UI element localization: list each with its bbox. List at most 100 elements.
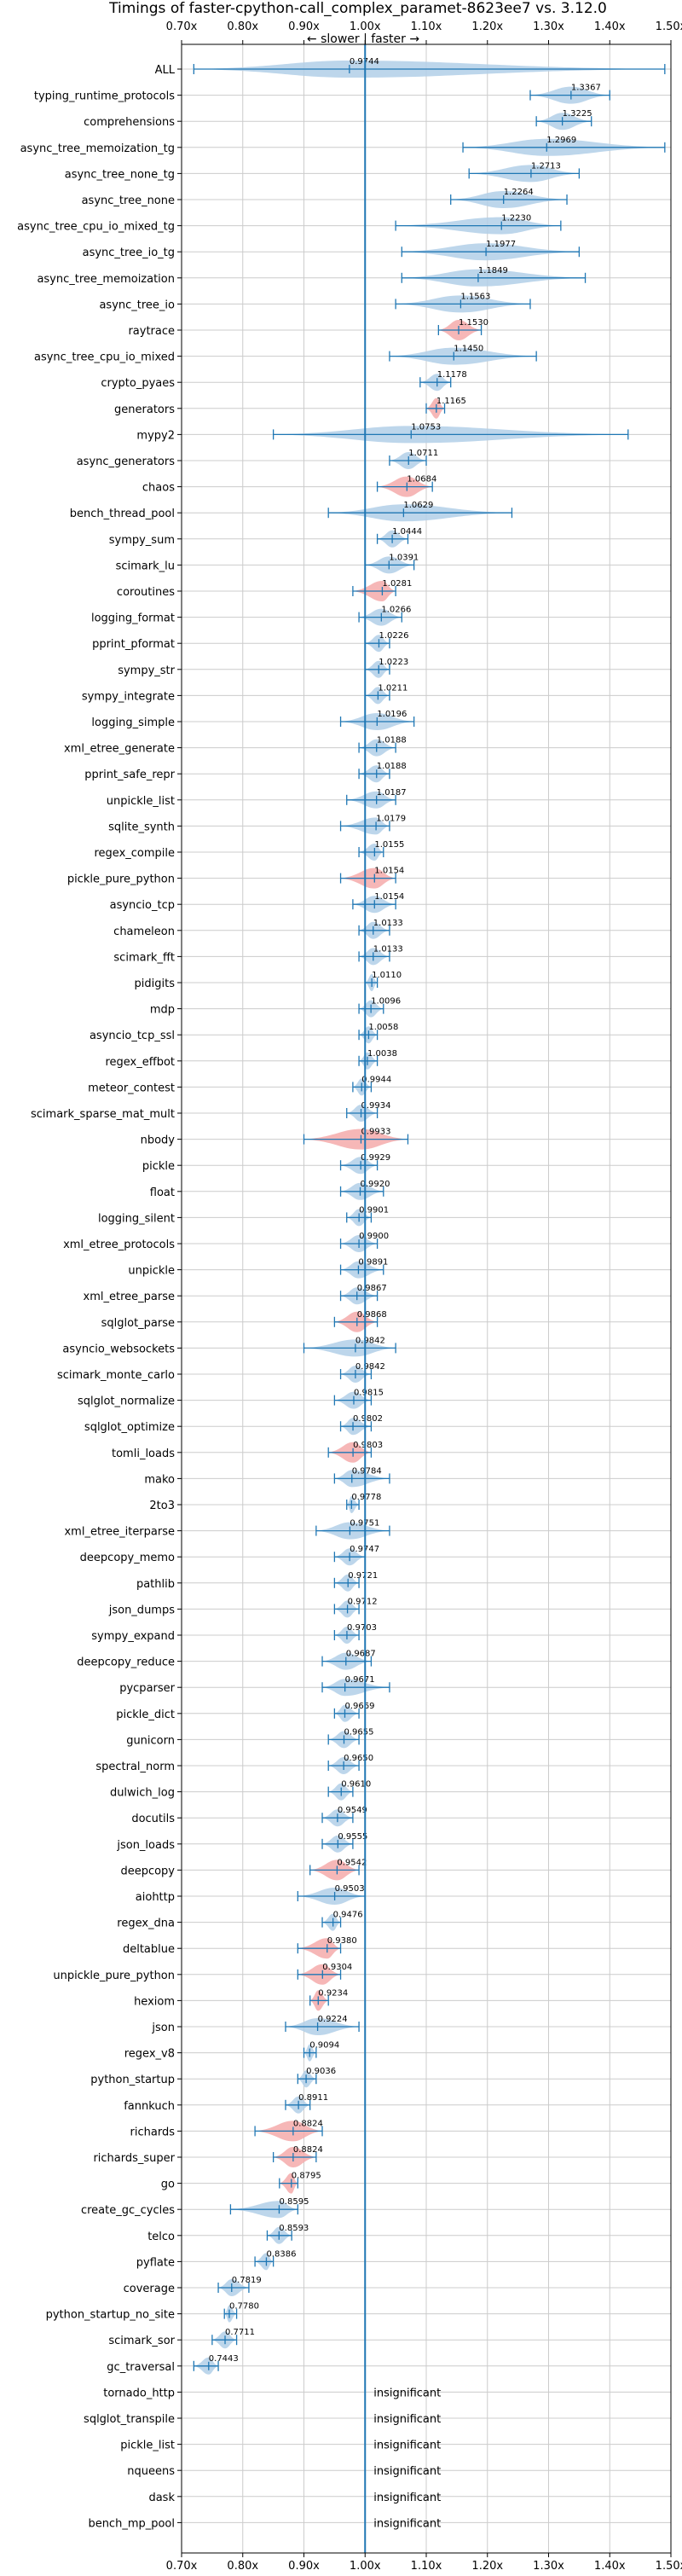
benchmark-label: pycparser: [119, 1682, 175, 1695]
value-label: 1.2969: [546, 136, 576, 145]
value-label: 0.9703: [347, 1623, 377, 1633]
value-label: 0.9784: [352, 1466, 382, 1476]
value-label: 0.9933: [361, 1128, 390, 1137]
value-label: 1.0179: [376, 814, 406, 823]
benchmark-label: raytrace: [128, 325, 175, 338]
benchmark-label: aiohttp: [136, 1891, 175, 1904]
value-label: 0.9712: [348, 1597, 378, 1606]
benchmark-label: xml_etree_parse: [84, 1291, 175, 1303]
value-label: 0.9610: [341, 1780, 371, 1790]
benchmark-label: dulwich_log: [110, 1787, 175, 1800]
x-tick-label-bottom: 1.00x: [350, 2560, 381, 2573]
x-tick-label-bottom: 1.40x: [594, 2560, 626, 2573]
value-label: 0.9842: [355, 1336, 385, 1345]
value-label: 1.0155: [374, 840, 404, 850]
benchmark-label: ALL: [155, 64, 176, 77]
benchmark-label: hexiom: [134, 1995, 175, 2008]
x-tick-label-top: 1.50x: [656, 20, 682, 33]
benchmark-label: pidigits: [135, 978, 176, 990]
x-tick-label-top: 1.00x: [350, 20, 381, 33]
value-label: 0.8824: [293, 2145, 323, 2155]
benchmark-label: asyncio_tcp_ssl: [90, 1030, 175, 1042]
x-tick-label-bottom: 1.30x: [533, 2560, 564, 2573]
value-label: 0.8911: [298, 2093, 328, 2103]
benchmark-label: python_startup_no_site: [46, 2309, 175, 2322]
value-label: 0.8595: [279, 2197, 309, 2207]
value-label: 0.9036: [306, 2067, 336, 2076]
benchmark-label: xml_etree_iterparse: [64, 1526, 175, 1539]
x-tick-label-bottom: 0.90x: [288, 2560, 320, 2573]
x-axis-ticks: 0.70x 0.70x 0.80x 0.80x 0.90x 0.90x 1.00x 1.00x…: [166, 20, 682, 2573]
value-label: 1.0188: [377, 762, 407, 771]
benchmark-label: asyncio_tcp: [110, 899, 175, 912]
x-tick-label-top: 0.90x: [288, 20, 320, 33]
value-label: 0.9900: [359, 1232, 389, 1241]
value-label: 0.9778: [351, 1493, 381, 1502]
benchmark-label: pprint_safe_repr: [84, 769, 175, 781]
value-label: 0.9815: [354, 1389, 384, 1398]
benchmark-label: unpickle_pure_python: [53, 1970, 175, 1982]
benchmark-label: xml_etree_generate: [64, 743, 175, 756]
value-label: 0.7819: [232, 2276, 262, 2285]
benchmark-label: regex_compile: [94, 847, 175, 860]
benchmark-label: scimark_monte_carlo: [57, 1369, 175, 1382]
value-label: 0.9802: [353, 1414, 383, 1424]
value-label: 0.8593: [279, 2224, 309, 2233]
value-label: 1.0711: [408, 449, 438, 458]
value-label: 0.9304: [322, 1963, 352, 1972]
value-label: 0.9503: [335, 1884, 365, 1894]
value-label: 0.9687: [346, 1650, 376, 1659]
benchmark-label: async_tree_memoization: [37, 273, 175, 286]
benchmark-label: bench_mp_pool: [88, 2517, 175, 2530]
value-label: 0.9542: [337, 1858, 367, 1867]
value-label: 1.0154: [374, 867, 404, 876]
value-label: 1.2230: [501, 214, 531, 223]
value-label: 0.9944: [361, 1075, 391, 1084]
value-label: 0.9721: [348, 1571, 378, 1581]
benchmark-label: generators: [114, 403, 175, 416]
benchmark-label: python_startup: [90, 2074, 175, 2086]
benchmark-label: pathlib: [136, 1578, 175, 1591]
benchmark-label: logging_simple: [91, 717, 175, 729]
benchmark-label: fannkuch: [124, 2100, 175, 2113]
value-label: 1.0058: [368, 1023, 398, 1032]
direction-label: ← slower | faster →: [307, 32, 419, 46]
x-tick-label-top: 1.10x: [411, 20, 442, 33]
value-label: 0.9934: [361, 1101, 391, 1111]
benchmark-label: meteor_contest: [88, 1082, 175, 1094]
benchmark-label: mypy2: [136, 429, 175, 442]
value-label: 0.9901: [359, 1205, 389, 1215]
benchmark-label: pickle_list: [120, 2440, 175, 2452]
x-tick-label-bottom: 1.50x: [656, 2560, 682, 2573]
value-label: 1.0211: [378, 683, 407, 693]
benchmark-label: spectral_norm: [95, 1761, 175, 1773]
value-label: 0.9842: [355, 1362, 385, 1372]
benchmark-label: json: [151, 2022, 175, 2034]
plot-frame: [181, 44, 672, 2554]
benchmark-rows: ALL0.9744typing_runtime_protocols1.3367c…: [17, 57, 666, 2530]
benchmark-label: sympy_str: [118, 664, 175, 677]
benchmark-label: mako: [144, 1473, 175, 1486]
insignificant-label: insignificant: [373, 2465, 441, 2478]
value-label: 0.7443: [209, 2354, 239, 2364]
value-label: 0.9094: [309, 2041, 339, 2051]
benchmark-label: richards: [130, 2126, 176, 2138]
value-label: 0.9867: [357, 1284, 387, 1293]
benchmark-label: sqlglot_optimize: [84, 1421, 175, 1434]
benchmark-label: deltablue: [123, 1943, 175, 1956]
value-label: 1.0196: [377, 710, 407, 719]
benchmark-label: deepcopy_reduce: [77, 1656, 175, 1669]
benchmark-label: nbody: [141, 1134, 176, 1147]
value-label: 0.9234: [318, 1988, 348, 1998]
benchmark-label: create_gc_cycles: [81, 2204, 175, 2217]
x-tick-label-top: 1.30x: [533, 20, 564, 33]
value-label: 1.1178: [437, 370, 467, 380]
benchmark-label: async_tree_cpu_io_mixed: [34, 351, 175, 364]
value-label: 0.9555: [338, 1832, 367, 1842]
value-label: 0.9920: [361, 1180, 390, 1189]
benchmark-label: chaos: [142, 482, 175, 495]
benchmark-label: scimark_sor: [108, 2335, 175, 2347]
value-label: 0.8386: [266, 2249, 296, 2259]
chart-title: Timings of faster-cpython-call_complex_p…: [108, 0, 607, 17]
